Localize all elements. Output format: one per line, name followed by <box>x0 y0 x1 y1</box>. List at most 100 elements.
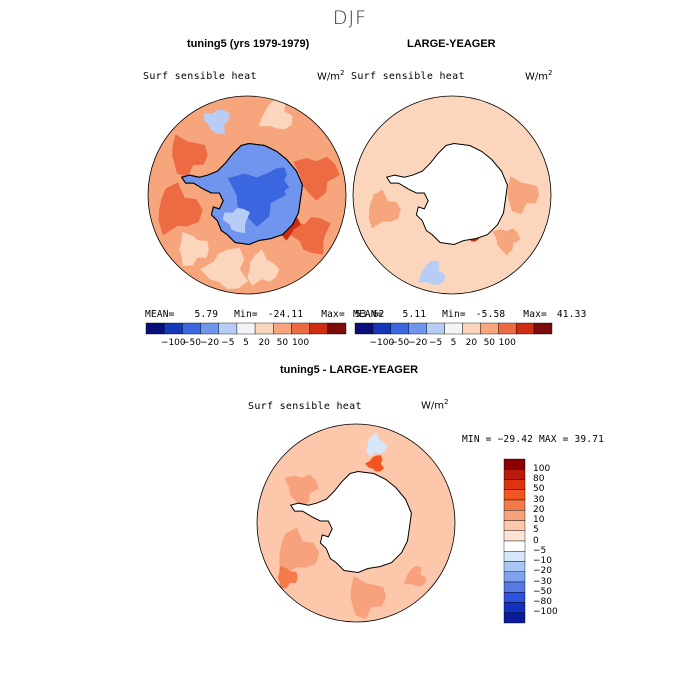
panel3-colorbar-label: 5 <box>533 525 539 536</box>
panel2-colorbar-tick: −100 <box>369 338 395 348</box>
panel1-colorbar-swatch <box>145 322 165 335</box>
panel1-colorbar-swatch <box>236 322 256 335</box>
panel1-colorbar-swatch <box>309 322 329 335</box>
panel3-anomaly-patch <box>403 566 426 587</box>
panel1-title: tuning5 (yrs 1979-1979) <box>187 38 310 50</box>
panel1-colorbar-tick: 20 <box>258 338 270 348</box>
panel1-anomaly-patch <box>172 134 208 178</box>
panel1-stats: MEAN= 5.79 Min= -24.11 Max= 53.62 <box>145 309 384 320</box>
panel1-max-value: 53.62 <box>354 309 385 320</box>
panel1-field <box>148 96 346 294</box>
panel2-title: LARGE-YEAGER <box>407 38 496 50</box>
panel2-colorbar-swatch <box>390 322 409 335</box>
panel2-anomaly-patch <box>486 127 509 152</box>
panel2-field <box>353 96 551 294</box>
panel1-colorbar-tick: −5 <box>221 338 235 348</box>
panel3-colorbar-swatch <box>503 489 526 501</box>
panel3-colorbar-swatch <box>503 479 526 490</box>
panel3-colorbar-swatch <box>503 510 526 521</box>
panel2-colorbar-swatch <box>408 322 427 335</box>
panel3-minmax: MIN = −29.42 MAX = 39.71 <box>462 434 605 445</box>
panel3-anomaly-patch <box>277 565 298 589</box>
panel3-colorbar-swatch <box>503 561 526 572</box>
panel3-anomaly-patch <box>365 455 385 472</box>
figure-title: DJF <box>332 7 368 29</box>
panel2-colorbar-tick: 100 <box>498 338 516 348</box>
panel1-colorbar-tick: 5 <box>243 338 249 348</box>
panel3-colorbar-swatch <box>503 540 526 552</box>
panel2-anomaly-patch <box>435 255 468 285</box>
panel1-colorbar-swatch <box>218 322 238 335</box>
panel1-colorbar-swatch <box>182 322 201 335</box>
panel1-colorbar-tick: −50 <box>181 338 201 348</box>
panel3-colorbar-label: −80 <box>533 597 552 607</box>
panel3-colorbar-label: −50 <box>533 586 552 597</box>
panel3-colorbar-label: 100 <box>533 463 551 474</box>
panel1-colorbar-swatch <box>273 322 292 335</box>
panel2-colorbar-swatch <box>515 322 535 335</box>
panel1-mean-value: 5.79 <box>194 309 219 320</box>
panel1-mean-label: MEAN= <box>145 309 175 320</box>
panel1-anomaly-patch <box>289 217 331 255</box>
panel1-anomaly-patch <box>158 182 203 236</box>
panel2-max-label: Max= <box>523 309 547 320</box>
panel1-ice-patch <box>222 208 250 234</box>
panel2-colorbar-tick: −50 <box>390 338 410 348</box>
panel3-colorbar <box>503 458 526 624</box>
panel3-polar-map <box>256 423 456 623</box>
panel3-colorbar-swatch <box>503 520 526 531</box>
panel1-units: W/m2 <box>317 69 345 83</box>
panel2-colorbar-swatch <box>498 322 517 335</box>
panel3-colorbar-swatch <box>503 551 526 562</box>
panel2-colorbar-tick: −5 <box>428 338 443 348</box>
panel1-colorbar <box>145 322 347 335</box>
panel1-colorbar-swatch <box>291 322 310 335</box>
panel1-anomaly-patch <box>293 156 340 201</box>
panel3-colorbar-swatch <box>503 458 526 470</box>
panel1-coastline <box>180 142 303 246</box>
panel1-anomaly-patch <box>203 109 230 134</box>
panel1-min-value: -24.11 <box>267 309 304 320</box>
panel2-colorbar-swatch <box>462 322 481 335</box>
panel2-map-border <box>352 95 552 295</box>
panel3-anomaly-patch <box>284 474 320 508</box>
panel1-min-label: Min= <box>234 309 258 320</box>
panel1-colorbar-swatch <box>163 322 183 335</box>
panel1-anomaly-patch <box>258 98 293 130</box>
panel1-map-border <box>147 95 347 295</box>
panel3-colorbar-label: 0 <box>533 535 539 546</box>
panel3-colorbar-label: −30 <box>533 576 552 587</box>
panel2-mean-label: MEAN= <box>353 309 383 320</box>
panel3-colorbar-labels: 100 80 50 30 20 10 5 0 −5 −10 −20 −30 −50 −80 −100 <box>533 459 573 623</box>
panel2-variable-label: Surf sensible heat <box>351 71 465 82</box>
panel3-colorbar-label: −5 <box>533 545 547 556</box>
panel1-colorbar-tick: −20 <box>200 338 220 348</box>
panel2-colorbar-ticks: −100 −50 −20 −5 5 20 50 100 <box>355 338 552 350</box>
panel2-colorbar-swatch <box>426 322 445 335</box>
panel3-colorbar-swatch <box>503 581 526 593</box>
panel2-colorbar-swatch <box>354 322 374 335</box>
panel3-colorbar-label: −100 <box>533 607 558 618</box>
panel2-antarctica <box>385 142 508 246</box>
panel2-anomaly-patch <box>492 228 521 255</box>
panel3-anomaly-patch <box>397 478 432 511</box>
panel3-map-border <box>256 423 456 623</box>
panel2-colorbar-tick: 20 <box>465 338 478 348</box>
panel3-colorbar-swatch <box>503 602 526 613</box>
panel2-colorbar-tick: −20 <box>408 338 428 348</box>
panel1-colorbar-ticks: −100 −50 −20 −5 5 20 50 100 <box>146 338 346 350</box>
panel2-polar-map <box>352 95 552 295</box>
panel3-colorbar-swatch <box>503 530 526 542</box>
panel3-colorbar-swatch <box>503 592 526 603</box>
panel1-max-label: Max= <box>321 309 345 320</box>
panel2-colorbar-tick: 50 <box>483 338 496 348</box>
panel3-colorbar-label: −20 <box>533 566 552 577</box>
panel1-anomaly-patch <box>247 249 280 286</box>
panel1-colorbar-swatch <box>200 322 219 335</box>
panel1-colorbar-tick: −100 <box>160 338 186 348</box>
panel2-anomaly-patch <box>507 176 540 215</box>
panel1-ice-patch <box>260 167 290 193</box>
panel3-colorbar-label: −10 <box>533 556 552 566</box>
panel3-colorbar-label: 50 <box>533 484 545 495</box>
panel2-mean-value: 5.11 <box>402 309 427 320</box>
